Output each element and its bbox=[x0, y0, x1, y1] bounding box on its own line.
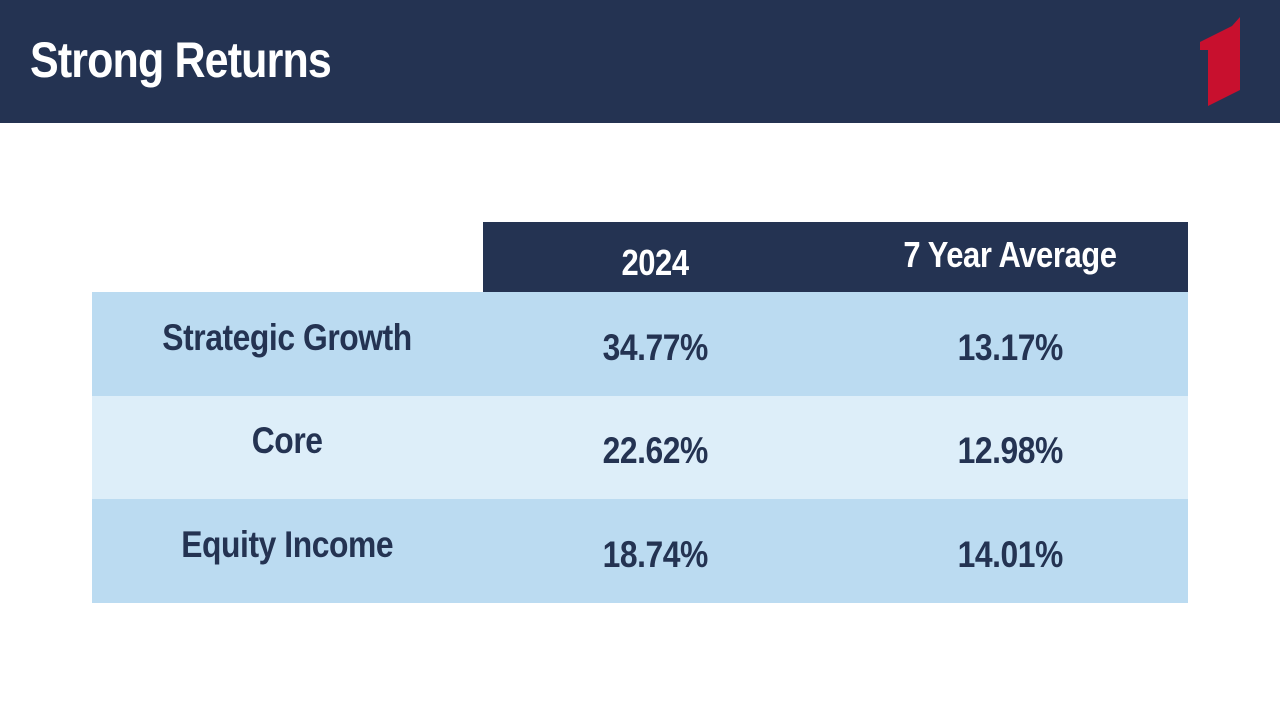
column-header-2024: 2024 bbox=[621, 242, 689, 283]
table-row: Core 22.62% 12.98% bbox=[92, 395, 1188, 499]
row-value-2024: 34.77% bbox=[602, 326, 708, 368]
row-label: Equity Income bbox=[181, 523, 394, 565]
slide-header: Strong Returns bbox=[0, 0, 1280, 123]
slide-title: Strong Returns bbox=[30, 32, 332, 88]
returns-table: 2024 7 Year Average Strategic Growth 34.… bbox=[92, 222, 1188, 603]
row-label: Core bbox=[252, 420, 323, 462]
row-value-7-year-average: 14.01% bbox=[957, 533, 1063, 575]
numeral-one-logo-icon bbox=[1200, 17, 1240, 106]
row-value-7-year-average: 12.98% bbox=[957, 430, 1063, 472]
row-label: Strategic Growth bbox=[162, 316, 413, 358]
table-row: Strategic Growth 34.77% 13.17% bbox=[92, 292, 1188, 396]
table-header-background bbox=[483, 222, 1188, 292]
row-value-2024: 18.74% bbox=[602, 533, 708, 575]
row-value-2024: 22.62% bbox=[602, 430, 708, 472]
column-header-7-year-average: 7 Year Average bbox=[903, 234, 1117, 275]
table-row: Equity Income 18.74% 14.01% bbox=[92, 499, 1188, 603]
row-value-7-year-average: 13.17% bbox=[957, 326, 1063, 368]
table-header-row: 2024 7 Year Average bbox=[92, 222, 1188, 292]
